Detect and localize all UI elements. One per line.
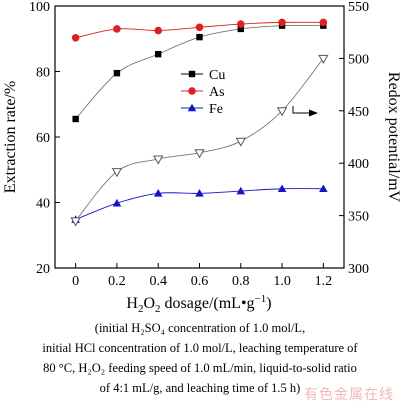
marker-triangle [153,189,163,197]
x-tick-label: 0.8 [232,274,250,289]
plot-frame [54,5,345,269]
y-tick-label-left: 100 [29,0,50,15]
marker-triangle [236,186,246,195]
marker-open-triangle-down [111,168,123,178]
y-tick-label-right: 350 [348,210,369,225]
marker-triangle [187,103,197,112]
y-tick-label-right: 450 [348,105,369,120]
marker-square [72,115,79,123]
marker-triangle [319,184,328,193]
marker-circle [195,23,204,32]
marker-square [188,70,196,78]
marker-open-triangle-down [70,217,81,227]
marker-circle [278,18,286,27]
legend-label-cu: Cu [209,68,225,83]
caption-line-4: of 4:1 mL/g, and leaching time of 1.5 h) [99,381,301,395]
marker-circle [319,18,328,27]
x-tick-label: 0 [72,274,79,289]
y-tick-label-left: 20 [36,262,50,277]
caption-line-2: initial HCl concentration of 1.0 mol/L, … [42,341,358,355]
y-tick-label-left: 80 [36,66,50,81]
legend: Cu As Fe [181,68,225,117]
watermark: 有色金属在线 [304,387,394,403]
y-tick-label-left: 40 [36,197,50,212]
y-tick-label-left: 60 [36,131,50,146]
marker-triangle [277,184,287,193]
marker-square [196,33,203,41]
marker-circle [236,20,245,28]
legend-label-as: As [209,85,225,100]
marker-square [237,25,244,33]
marker-circle [71,33,80,42]
legend-label-fe: Fe [209,102,223,117]
x-axis-label: H2O2 dosage/(mL•g−1) [126,293,271,315]
marker-circle [188,87,196,95]
x-tick-label: 0.4 [149,274,167,289]
right-axis-indicator-arrow [292,106,318,117]
x-tick-label: 1.0 [273,274,291,289]
marker-circle [113,25,121,33]
caption-line-1: (initial H₂SO₄ concentration of 1.0 mol/… [94,321,306,335]
series-layer [70,18,329,227]
marker-triangle [195,189,204,197]
y-tick-label-right: 300 [348,262,369,277]
figure-caption: (initial H₂SO₄ concentration of 1.0 mol/… [0,318,400,398]
marker-triangle [112,198,122,207]
marker-open-triangle-down [153,155,164,165]
caption-line-3: 80 °C, H₂O₂ feeding speed of 1.0 mL/min,… [43,361,357,375]
marker-open-triangle-down [235,137,246,147]
marker-open-triangle-down [194,149,205,159]
marker-square [113,69,121,77]
marker-square [155,50,162,58]
y-tick-label-right: 400 [348,157,369,172]
y-tick-label-right: 500 [348,52,369,67]
y-tick-label-right: 550 [348,0,369,15]
marker-circle [154,26,163,35]
x-tick-label: 0.6 [191,274,209,289]
y-axis-label-left: Extraction rate/% [2,81,19,193]
y-axis-label-right: Redox potential/mV [385,72,400,203]
chart: 0 0.2 0.4 0.6 0.8 1.0 1.2 20 40 60 80 100 300 350 400 4… [2,0,400,315]
marker-open-triangle-down [318,54,329,65]
x-tick-label: 1.2 [315,274,333,289]
marker-open-triangle-down [276,107,288,117]
ticks-layer: 0 0.2 0.4 0.6 0.8 1.0 1.2 20 40 60 80 100 300 350 400 4… [29,0,369,289]
x-tick-label: 0.2 [108,274,126,289]
